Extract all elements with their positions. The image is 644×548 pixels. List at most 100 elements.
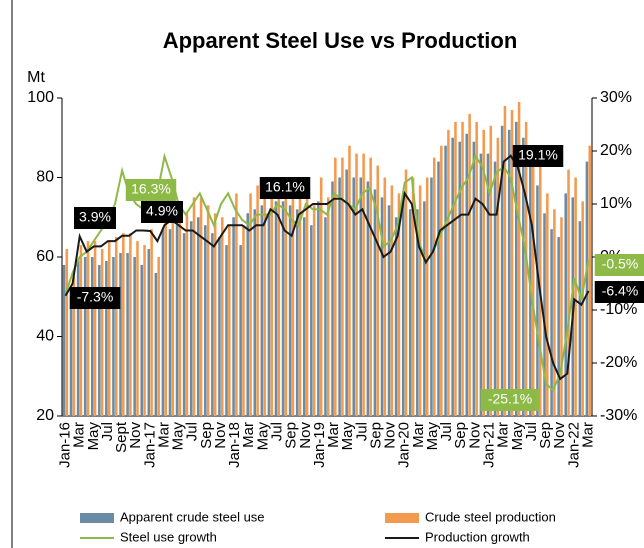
bar xyxy=(225,245,228,416)
bar xyxy=(401,193,405,416)
x-tick-label: Jan-20 xyxy=(396,422,413,468)
bar xyxy=(482,129,486,417)
bar xyxy=(310,225,313,416)
bar xyxy=(79,245,83,416)
bar xyxy=(140,264,143,416)
bar xyxy=(524,121,528,416)
x-tick-label: Nov xyxy=(127,422,144,449)
bar xyxy=(465,133,469,416)
bar xyxy=(341,157,344,416)
bar xyxy=(479,153,483,416)
bar xyxy=(503,105,507,416)
annotation: 3.9% xyxy=(79,209,111,225)
bar xyxy=(295,209,299,416)
bar xyxy=(546,193,549,416)
bar xyxy=(298,185,302,416)
x-tick-label: Nov xyxy=(382,422,399,449)
bar xyxy=(411,177,415,416)
chart-title: Apparent Steel Use vs Production xyxy=(163,28,518,53)
x-tick-label: Jul xyxy=(438,422,455,441)
bar xyxy=(472,141,476,416)
bar xyxy=(246,213,249,416)
x-tick-label: Jul xyxy=(99,422,116,441)
bar xyxy=(267,213,271,416)
legend-label: Apparent crude steel use xyxy=(120,509,265,524)
bar xyxy=(281,201,285,416)
x-tick-label: May xyxy=(509,422,526,451)
y2-tick-label: -20% xyxy=(600,354,637,371)
bar xyxy=(182,233,186,416)
bar xyxy=(126,253,129,416)
bar xyxy=(514,121,518,416)
bar xyxy=(129,233,132,416)
annotation: 16.1% xyxy=(265,179,305,195)
bar xyxy=(213,213,217,416)
y-tick-label: 40 xyxy=(36,328,54,345)
bar xyxy=(277,177,281,416)
bar xyxy=(338,177,341,416)
bar xyxy=(65,249,69,416)
bar xyxy=(199,197,203,416)
bar xyxy=(408,209,412,416)
annotation-box xyxy=(480,389,540,411)
bar xyxy=(107,241,111,416)
y-axis-label: Mt xyxy=(27,69,45,86)
bar xyxy=(334,157,337,416)
y-tick-label: 20 xyxy=(36,407,54,424)
x-tick-label: Sept xyxy=(113,421,130,453)
bar xyxy=(522,137,525,416)
bar xyxy=(232,217,235,416)
annotation: -0.5% xyxy=(602,256,639,272)
bar xyxy=(288,205,292,416)
x-tick-label: Sep xyxy=(537,422,554,449)
bar xyxy=(543,213,546,416)
annotation: -25.1% xyxy=(488,391,532,407)
bar xyxy=(567,169,570,416)
bar xyxy=(168,229,172,416)
x-tick-label: May xyxy=(254,422,271,451)
bar xyxy=(150,229,153,416)
bar xyxy=(161,229,165,416)
bar xyxy=(291,181,295,416)
bar xyxy=(423,201,426,416)
bar xyxy=(105,260,108,416)
x-tick-label: Jan-16 xyxy=(57,422,74,468)
bar xyxy=(588,145,592,416)
x-tick-label: May xyxy=(339,422,356,451)
bar xyxy=(256,185,259,416)
y-tick-label: 100 xyxy=(27,89,54,106)
bar xyxy=(196,217,200,416)
bar xyxy=(496,137,500,416)
legend-label: Steel use growth xyxy=(120,529,217,544)
annotation-box xyxy=(74,207,116,229)
bar xyxy=(175,225,179,416)
x-tick-label: Jan-19 xyxy=(311,422,328,468)
bar xyxy=(373,189,377,416)
bar xyxy=(383,177,387,416)
bar xyxy=(433,157,436,416)
bar xyxy=(122,233,125,416)
bar xyxy=(239,245,242,416)
x-tick-label: Sep xyxy=(367,422,384,449)
bar xyxy=(327,197,330,416)
bar xyxy=(206,205,210,416)
bar xyxy=(331,181,334,416)
bar xyxy=(90,257,94,416)
annotation-box xyxy=(259,177,311,199)
x-tick-label: Mar xyxy=(240,422,257,448)
bar xyxy=(143,245,146,416)
bar xyxy=(416,209,419,416)
bar xyxy=(228,225,231,416)
bar xyxy=(585,161,589,416)
bar xyxy=(235,193,238,416)
bar xyxy=(475,121,478,416)
bar xyxy=(387,205,391,416)
x-tick-label: Jan-18 xyxy=(226,422,243,468)
bar xyxy=(242,225,245,416)
bar xyxy=(345,169,348,416)
bar xyxy=(270,189,274,416)
bar xyxy=(119,253,122,416)
bar xyxy=(86,241,90,416)
annotation-box xyxy=(141,201,183,223)
annotation: -6.4% xyxy=(602,283,639,299)
